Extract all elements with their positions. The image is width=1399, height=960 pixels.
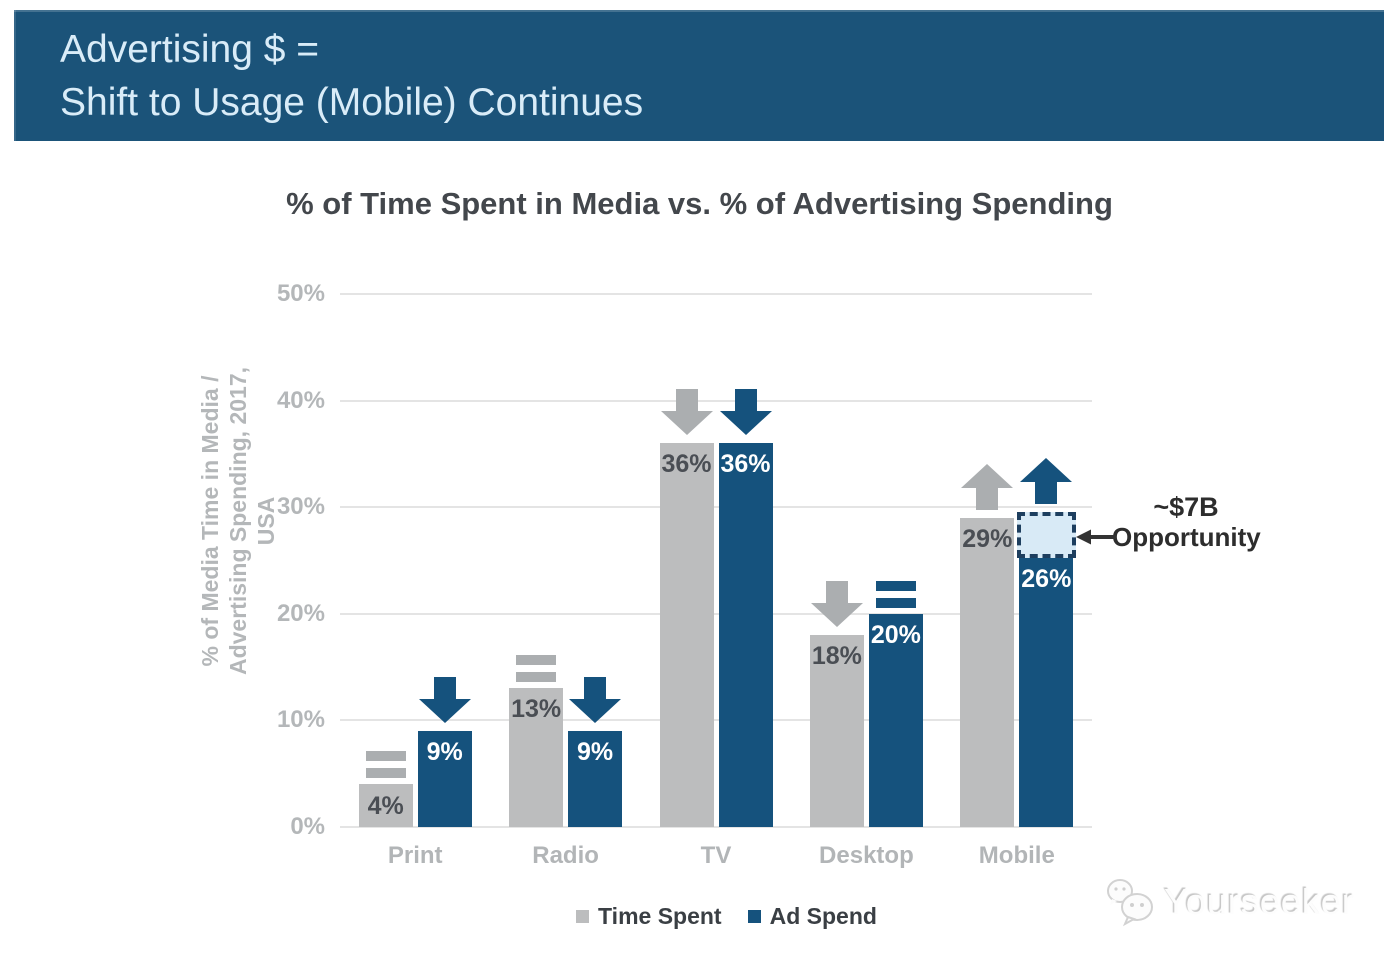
- y-tick-label-10%: 10%: [276, 706, 325, 734]
- down-arrow-icon: [569, 677, 622, 724]
- bar-tv-ad-spend: [718, 443, 773, 827]
- opportunity-annotation: ~$7B Opportunity: [1112, 492, 1261, 552]
- opportunity-text-label: Opportunity: [1112, 522, 1261, 552]
- flat-trend-bar: [875, 580, 916, 591]
- category-label-desktop: Desktop: [819, 842, 914, 869]
- gridline-10%: [340, 719, 1092, 722]
- bar-value-label-desktop-ad-spend: 20%: [870, 620, 921, 649]
- flat-trend-icon: [516, 655, 557, 683]
- y-tick-label-30%: 30%: [276, 493, 325, 521]
- flat-trend-bar: [516, 655, 557, 666]
- bar-radio-ad-spend: [568, 731, 623, 827]
- speech-bubbles-logo-icon: [1107, 879, 1153, 927]
- chart-legend: Time Spent Ad Spend: [0, 903, 1399, 930]
- up-arrow-icon: [1020, 457, 1073, 504]
- gridline-30%: [340, 506, 1092, 509]
- flat-trend-bar: [365, 751, 406, 762]
- legend-label-ad-spend: Ad Spend: [769, 903, 877, 929]
- flat-trend-bar: [516, 672, 557, 683]
- y-tick-label-50%: 50%: [276, 280, 325, 307]
- chart-title: % of Time Spent in Media vs. % of Advert…: [286, 186, 1113, 221]
- bar-value-label-radio-time-spent: 13%: [511, 695, 562, 724]
- gridline-40%: [340, 399, 1092, 402]
- banner-line-1: Advertising $ =: [60, 28, 320, 71]
- category-label-print: Print: [387, 842, 443, 869]
- legend-item-time-spent: Time Spent: [576, 903, 722, 930]
- bar-tv-time-spent: [659, 443, 714, 827]
- bar-print-ad-spend: [417, 731, 472, 827]
- gridline-50%: [340, 293, 1092, 295]
- opportunity-gap-box: [1017, 511, 1077, 558]
- gridline-20%: [340, 612, 1092, 615]
- up-arrow-icon: [961, 463, 1014, 510]
- bar-value-label-mobile-time-spent: 29%: [962, 524, 1013, 553]
- bar-mobile-time-spent: [960, 517, 1015, 827]
- flat-trend-icon: [365, 751, 406, 779]
- opportunity-value-label: ~$7B: [1153, 492, 1219, 522]
- y-tick-label-0%: 0%: [290, 813, 325, 840]
- flat-trend-bar: [365, 768, 406, 779]
- category-label-radio: Radio: [532, 842, 599, 869]
- y-tick-label-20%: 20%: [276, 599, 325, 627]
- down-arrow-icon: [418, 677, 471, 724]
- bar-value-label-tv-ad-spend: 36%: [720, 450, 771, 479]
- watermark-text: Yourseeker: [1164, 881, 1355, 922]
- legend-item-ad-spend: Ad Spend: [747, 903, 877, 930]
- category-label-mobile: Mobile: [978, 842, 1055, 869]
- bar-value-label-print-ad-spend: 9%: [426, 738, 463, 767]
- bar-desktop-ad-spend: [868, 613, 923, 827]
- bar-value-label-print-time-spent: 4%: [367, 791, 404, 820]
- flat-trend-bar: [875, 597, 916, 608]
- y-axis-label-line-1: % of Media Time in Media /: [197, 375, 223, 667]
- category-label-tv: TV: [700, 842, 732, 869]
- y-tick-label-40%: 40%: [276, 386, 325, 414]
- bar-print-time-spent: [358, 784, 413, 827]
- bar-value-label-radio-ad-spend: 9%: [577, 738, 614, 767]
- opportunity-arrow-icon: [1076, 529, 1116, 545]
- bar-value-label-desktop-time-spent: 18%: [811, 642, 862, 671]
- time-spent-swatch-icon: [576, 910, 590, 923]
- down-arrow-icon: [810, 581, 863, 628]
- flat-trend-icon: [875, 580, 916, 608]
- bar-radio-time-spent: [509, 688, 564, 827]
- down-arrow-icon: [719, 389, 772, 436]
- bar-mobile-ad-spend: [1019, 549, 1074, 827]
- bar-value-label-tv-time-spent: 36%: [661, 450, 712, 479]
- watermark: Yourseeker: [1104, 876, 1355, 928]
- gridline-0%: [340, 826, 1092, 828]
- slide-title-banner: Advertising $ = Shift to Usage (Mobile) …: [14, 10, 1384, 141]
- banner-line-2: Shift to Usage (Mobile) Continues: [60, 81, 644, 124]
- legend-label-time-spent: Time Spent: [598, 903, 722, 929]
- y-axis-label: % of Media Time in Media / Advertising S…: [196, 341, 279, 701]
- down-arrow-icon: [660, 389, 713, 436]
- bar-desktop-time-spent: [809, 635, 864, 827]
- ad-spend-swatch-icon: [747, 910, 761, 923]
- bar-value-label-mobile-ad-spend: 26%: [1021, 564, 1072, 593]
